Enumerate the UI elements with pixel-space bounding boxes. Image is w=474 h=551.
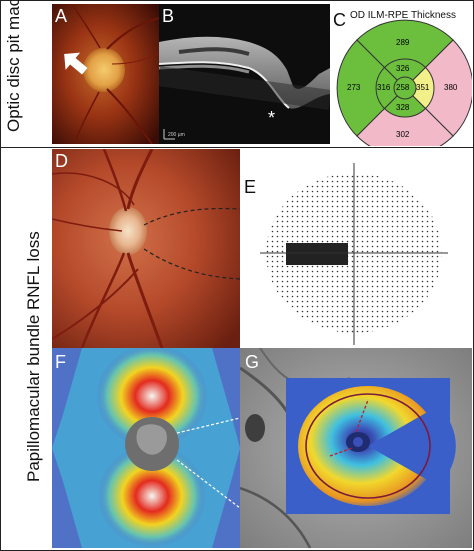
panel-label-e: E [244,177,257,197]
panel-a-fundus-photo: A [52,4,159,144]
panel-f-rnfl-heatmap: F [52,348,240,548]
row-label-bottom: Papillomacular bundle RNFL loss [24,231,43,482]
panel-label-g: G [245,352,260,372]
row-divider [0,147,474,148]
panel-label-f: F [55,352,66,372]
asterisk-marker: * [268,108,276,128]
value-outer-top: 289 [396,38,410,47]
panel-label-b: B [162,6,175,26]
value-inner-top: 326 [396,64,410,73]
value-center: 258 [396,83,410,92]
panel-b-oct-scan: B * 200 µm [159,4,330,144]
panel-label-a: A [55,6,68,26]
value-outer-right: 380 [444,83,458,92]
value-outer-bottom: 302 [396,130,410,139]
value-inner-bottom: 328 [396,103,410,112]
value-outer-left: 273 [347,83,361,92]
value-inner-left: 316 [377,83,391,92]
panel-d-fundus-photo: D [52,149,240,348]
panel-label-c: C [333,10,346,30]
arrow-icon [64,52,88,75]
panel-c-thickness-map: C OD ILM-RPE Thickness 258 326 328 316 3… [330,4,472,146]
panel-e-visual-field: E [240,149,472,348]
scale-bar-label: 200 µm [168,132,185,138]
panel-g-ir-image: G [240,348,472,548]
thickness-map-title: OD ILM-RPE Thickness [350,10,456,21]
panel-label-d: D [55,151,68,171]
value-inner-right: 351 [416,83,430,92]
row-label-top: Optic disc pit maculopathy [4,0,23,132]
